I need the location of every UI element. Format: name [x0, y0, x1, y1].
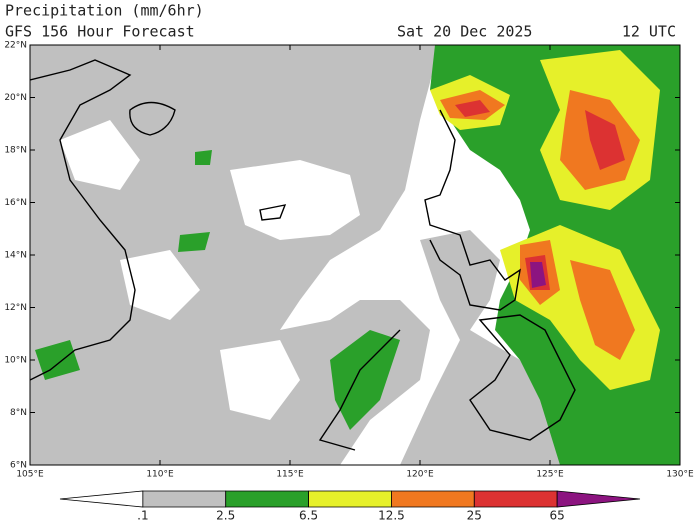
- lat-label: 16°N: [4, 198, 27, 208]
- lat-label: 22°N: [4, 41, 27, 51]
- colorbar-label: 12.5: [378, 509, 405, 523]
- colorbar-segment: [556, 490, 641, 508]
- subtitle: GFS 156 Hour Forecast: [5, 23, 195, 41]
- date: Sat 20 Dec 2025: [397, 23, 532, 41]
- title: Precipitation (mm/6hr): [5, 2, 204, 20]
- colorbar-segment: [391, 490, 475, 508]
- lon-label: 115°E: [276, 470, 304, 480]
- lat-label: 6°N: [10, 461, 27, 471]
- lat-label: 20°N: [4, 93, 27, 103]
- colorbar-label: 2.5: [216, 509, 235, 523]
- colorbar-segment: [308, 490, 392, 508]
- lon-label: 110°E: [146, 470, 174, 480]
- colorbar: .1 2.5 6.5 12.5 25 65: [59, 490, 641, 523]
- colorbar-label: .1: [137, 509, 148, 523]
- colorbar-segment: [473, 490, 558, 508]
- colorbar-segment: [59, 490, 144, 508]
- lat-label: 18°N: [4, 146, 27, 156]
- precip-field: [30, 45, 680, 465]
- lat-label: 10°N: [4, 356, 27, 366]
- lat-label: 8°N: [10, 408, 27, 418]
- time: 12 UTC: [622, 23, 676, 41]
- lat-label: 14°N: [4, 251, 27, 261]
- lon-label: 105°E: [16, 470, 44, 480]
- coastlines: [30, 59, 576, 451]
- lon-label: 120°E: [406, 470, 434, 480]
- colorbar-label: 65: [550, 509, 565, 523]
- lon-label: 125°E: [536, 470, 564, 480]
- colorbar-label: 25: [467, 509, 482, 523]
- colorbar-label: 6.5: [299, 509, 318, 523]
- colorbar-segment: [225, 490, 309, 508]
- lat-label: 12°N: [4, 303, 27, 313]
- colorbar-segment: [142, 490, 227, 508]
- lon-label: 130°E: [666, 470, 694, 480]
